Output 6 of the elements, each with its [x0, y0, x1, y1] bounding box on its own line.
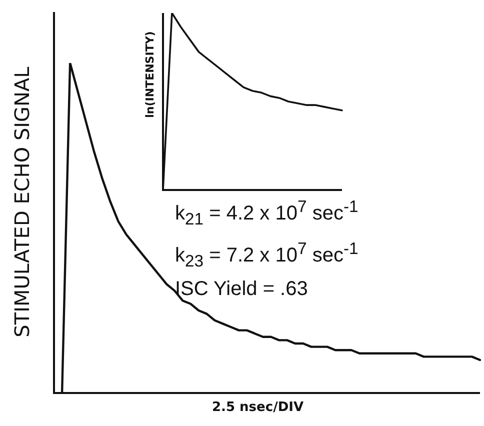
annotation: k$_{21}$ = 4.2 x 10$^{7}$ sec$^{-1}$ [175, 196, 358, 231]
y-axis-title: STIMULATED ECHO SIGNAL [10, 66, 34, 340]
x-axis-title: 2.5 nsec/DIV [212, 400, 304, 415]
annotation: ISC Yield = .63 [175, 277, 309, 302]
annotation: k$_{23}$ = 7.2 x 10$^{7}$ sec$^{-1}$ [175, 238, 358, 272]
y-axis-title: ln(INTENSITY) [144, 30, 156, 120]
